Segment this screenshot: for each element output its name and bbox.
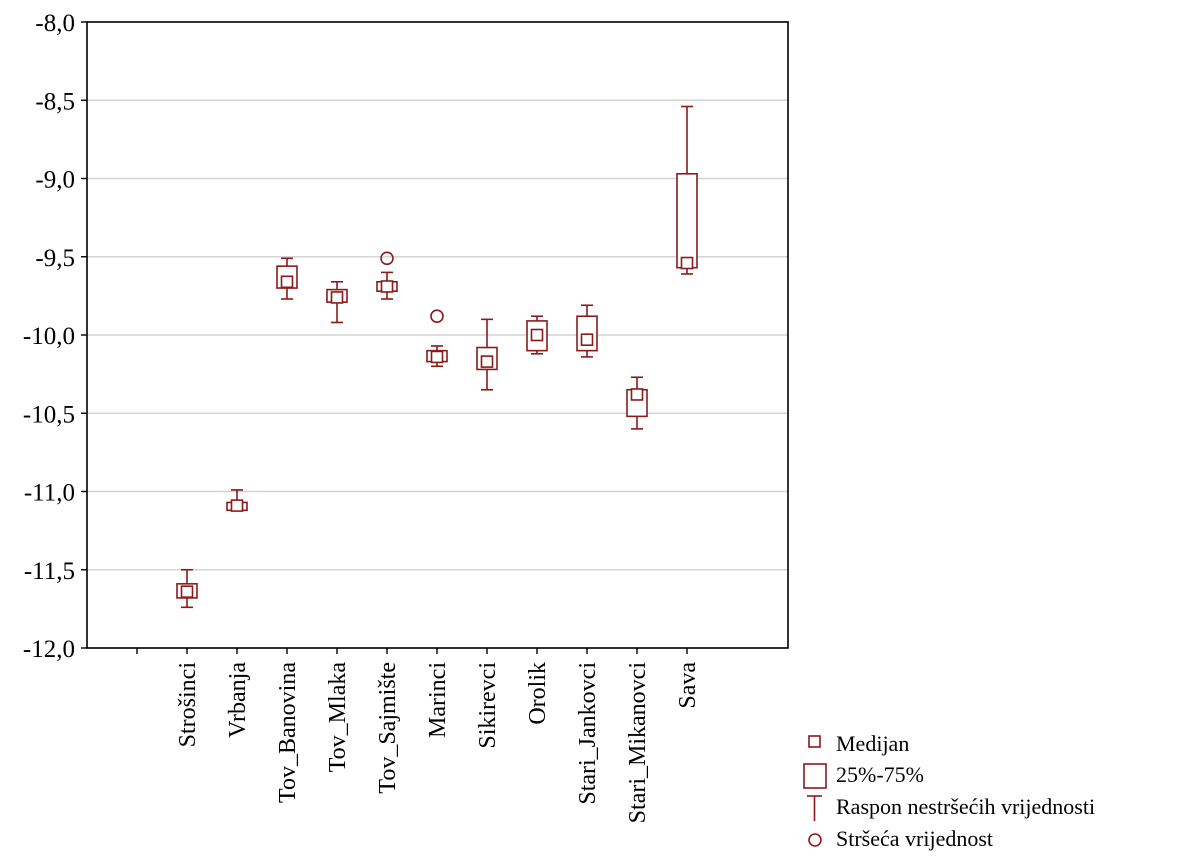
x-tick-label: Tov_Sajmište <box>375 662 401 794</box>
legend-label-whisker: Raspon nestršećih vrijednosti <box>836 794 1095 819</box>
median-marker <box>680 256 694 270</box>
median-marker <box>630 388 644 401</box>
box-sava <box>676 105 698 275</box>
gridlines <box>87 99 788 571</box>
median-marker <box>230 499 244 512</box>
median-marker <box>480 355 494 368</box>
legend-label-box: 25%-75% <box>836 762 924 787</box>
median-marker <box>380 280 394 293</box>
y-tick-label: -8,0 <box>35 10 75 37</box>
x-tick-label: Sava <box>675 662 701 709</box>
box-stari_mikanovci <box>626 376 648 430</box>
box-marinci <box>426 309 448 368</box>
median-marker <box>430 350 444 364</box>
y-tick-label: -9,5 <box>35 245 75 272</box>
y-tick-label: -8,5 <box>35 88 75 115</box>
median-marker <box>330 291 344 304</box>
y-tick-label: -11,0 <box>24 480 75 507</box>
x-tick-label: Marinci <box>425 662 451 738</box>
legend-label-median: Medijan <box>836 731 909 756</box>
legend: Medijan 25%-75% Raspon nestršećih vrijed… <box>803 731 1095 851</box>
outlier-point <box>430 309 444 324</box>
legend-label-outlier: Stršeća vrijednost <box>836 826 993 851</box>
x-tick-label: Stari_Mikanovci <box>625 662 651 824</box>
median-marker <box>280 275 294 289</box>
x-tick-label: Tov_Banovina <box>275 662 301 803</box>
legend-median-symbol <box>808 735 821 748</box>
outlier-point <box>380 251 394 266</box>
legend-whisker-symbol <box>807 795 822 821</box>
x-tick-label: Sikirevci <box>475 662 501 749</box>
x-tick-label: Vrbanja <box>225 662 251 738</box>
y-tick-label: -10,0 <box>23 323 75 350</box>
box-stari_jankovci <box>576 304 598 358</box>
median-marker <box>580 333 594 346</box>
box-orolik <box>526 315 548 355</box>
x-tick-label: Orolik <box>525 662 551 725</box>
y-axis-ticks: -8,0 -8,5 -9,0 -9,5 -10,0 -10,5 -11,0 -11,5 -12,… <box>23 10 87 663</box>
box-sikirevci <box>476 318 498 391</box>
legend-box-symbol <box>803 763 827 789</box>
x-tick-label: Tov_Mlaka <box>325 662 351 773</box>
box-strošinci <box>176 568 198 609</box>
x-tick-label: Stari_Jankovci <box>575 662 601 805</box>
iqr-box <box>676 173 698 269</box>
x-axis-ticks: Strošinci Vrbanja Tov_Banovina Tov_Mlaka Tov… <box>136 648 701 824</box>
y-tick-label: -9,0 <box>35 167 75 194</box>
y-tick-label: -11,5 <box>24 558 75 585</box>
box-tov_sajmište <box>376 251 398 300</box>
median-marker <box>180 585 194 598</box>
y-tick-label: -10,5 <box>23 401 75 428</box>
box-tov_mlaka <box>326 280 348 324</box>
box-tov_banovina <box>276 257 298 300</box>
box-vrbanja <box>226 489 248 512</box>
median-marker <box>530 328 544 342</box>
x-tick-label: Strošinci <box>175 662 201 748</box>
y-tick-label: -12,0 <box>23 636 75 663</box>
boxes <box>176 105 698 609</box>
legend-outlier-symbol <box>808 833 822 847</box>
plot-frame <box>86 21 789 649</box>
